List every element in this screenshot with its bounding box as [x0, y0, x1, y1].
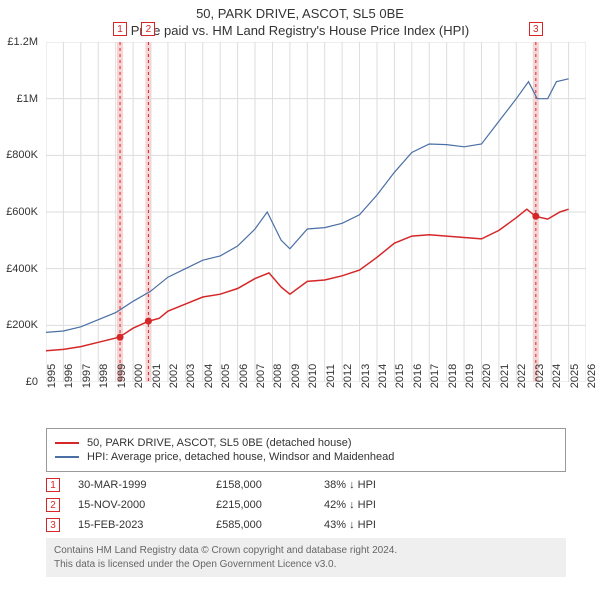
x-axis-tick-label: 2020	[481, 364, 493, 388]
sale-row-badge: 2	[46, 498, 60, 512]
x-axis-tick-label: 2012	[342, 364, 354, 388]
legend-swatch	[55, 442, 79, 444]
y-axis-tick-label: £200K	[6, 319, 38, 331]
sale-row-delta: 38% ↓ HPI	[324, 479, 376, 491]
y-axis-tick-label: £400K	[6, 263, 38, 275]
sale-marker-badge: 2	[141, 22, 155, 36]
x-axis-tick-label: 2024	[551, 364, 563, 388]
x-axis-tick-label: 2009	[290, 364, 302, 388]
legend-item: HPI: Average price, detached house, Wind…	[55, 451, 557, 463]
sale-row-badge: 1	[46, 478, 60, 492]
sale-marker-badge: 3	[529, 22, 543, 36]
x-axis-tick-label: 2026	[586, 364, 598, 388]
y-axis-tick-label: £800K	[6, 149, 38, 161]
sale-row-date: 15-FEB-2023	[78, 519, 198, 531]
x-axis-tick-label: 2007	[255, 364, 267, 388]
y-axis-tick-label: £0	[26, 376, 38, 388]
attribution-line2: This data is licensed under the Open Gov…	[54, 558, 558, 572]
x-axis-tick-label: 2004	[203, 364, 215, 388]
y-axis-tick-label: £1.2M	[7, 36, 38, 48]
figure-container: 50, PARK DRIVE, ASCOT, SL5 0BE Price pai…	[0, 0, 600, 590]
x-axis-tick-label: 2008	[272, 364, 284, 388]
sale-row-price: £585,000	[216, 519, 306, 531]
y-axis-tick-label: £1M	[17, 93, 38, 105]
x-axis-tick-label: 2022	[516, 364, 528, 388]
attribution-line1: Contains HM Land Registry data © Crown c…	[54, 544, 558, 558]
sale-row-price: £215,000	[216, 499, 306, 511]
x-axis-tick-label: 2001	[151, 364, 163, 388]
x-axis-tick-label: 2016	[412, 364, 424, 388]
sale-row-date: 15-NOV-2000	[78, 499, 198, 511]
x-axis-tick-label: 2021	[499, 364, 511, 388]
chart-area: £0£200K£400K£600K£800K£1M£1.2M1995199619…	[46, 42, 586, 382]
chart-title: 50, PARK DRIVE, ASCOT, SL5 0BE	[0, 0, 600, 21]
x-axis-tick-label: 2002	[168, 364, 180, 388]
x-axis-tick-label: 2023	[534, 364, 546, 388]
x-axis-tick-label: 1998	[98, 364, 110, 388]
x-axis-tick-label: 2019	[464, 364, 476, 388]
legend-box: 50, PARK DRIVE, ASCOT, SL5 0BE (detached…	[46, 428, 566, 472]
x-axis-tick-label: 2017	[429, 364, 441, 388]
x-axis-tick-label: 2005	[220, 364, 232, 388]
chart-svg	[46, 42, 586, 382]
sale-row: 1 30-MAR-1999 £158,000 38% ↓ HPI	[46, 478, 566, 492]
sales-table: 1 30-MAR-1999 £158,000 38% ↓ HPI 2 15-NOV-200…	[46, 478, 566, 532]
sale-row-delta: 42% ↓ HPI	[324, 499, 376, 511]
x-axis-tick-label: 2013	[360, 364, 372, 388]
legend-item: 50, PARK DRIVE, ASCOT, SL5 0BE (detached…	[55, 437, 557, 449]
x-axis-tick-label: 1995	[46, 364, 58, 388]
sale-marker-badge: 1	[113, 22, 127, 36]
x-axis-tick-label: 2011	[325, 364, 337, 388]
x-axis-tick-label: 2018	[447, 364, 459, 388]
x-axis-tick-label: 2000	[133, 364, 145, 388]
sale-row-delta: 43% ↓ HPI	[324, 519, 376, 531]
x-axis-tick-label: 2010	[307, 364, 319, 388]
sale-row-badge: 3	[46, 518, 60, 532]
attribution-box: Contains HM Land Registry data © Crown c…	[46, 538, 566, 577]
sale-row-price: £158,000	[216, 479, 306, 491]
x-axis-tick-label: 2014	[377, 364, 389, 388]
sale-row: 3 15-FEB-2023 £585,000 43% ↓ HPI	[46, 518, 566, 532]
sale-row: 2 15-NOV-2000 £215,000 42% ↓ HPI	[46, 498, 566, 512]
sale-row-date: 30-MAR-1999	[78, 479, 198, 491]
y-axis-tick-label: £600K	[6, 206, 38, 218]
x-axis-tick-label: 1996	[63, 364, 75, 388]
legend-label: 50, PARK DRIVE, ASCOT, SL5 0BE (detached…	[87, 437, 352, 449]
x-axis-tick-label: 2006	[238, 364, 250, 388]
x-axis-tick-label: 2003	[185, 364, 197, 388]
x-axis-tick-label: 1997	[81, 364, 93, 388]
legend-swatch	[55, 456, 79, 458]
x-axis-tick-label: 2025	[569, 364, 581, 388]
chart-subtitle: Price paid vs. HM Land Registry's House …	[0, 21, 600, 42]
x-axis-tick-label: 2015	[394, 364, 406, 388]
x-axis-tick-label: 1999	[116, 364, 128, 388]
legend-label: HPI: Average price, detached house, Wind…	[87, 451, 394, 463]
